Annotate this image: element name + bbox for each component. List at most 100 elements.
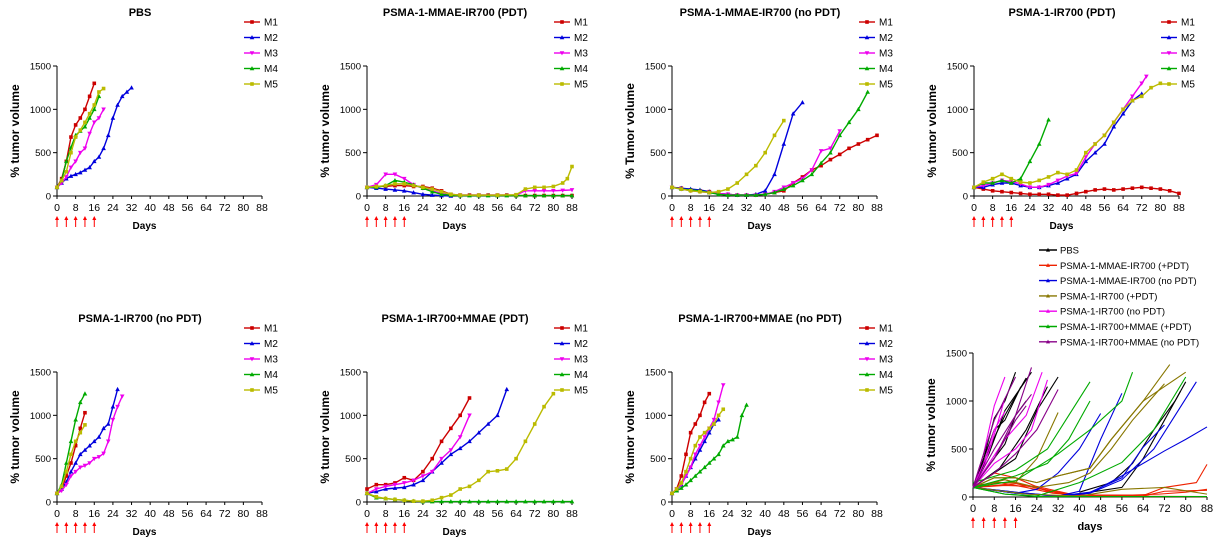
x-tick-label: 8 (73, 508, 79, 520)
data-point (551, 184, 556, 189)
x-tick-label: 48 (1095, 503, 1107, 515)
data-point (559, 51, 565, 56)
treatment-arrow-head (697, 216, 702, 220)
data-point (698, 413, 702, 418)
legend-label: M3 (574, 49, 588, 60)
y-tick-label: 0 (661, 192, 666, 203)
y-tick-label: 1500 (645, 62, 666, 73)
data-point (513, 499, 519, 504)
data-point (809, 171, 815, 177)
data-point (707, 190, 712, 195)
data-point (83, 120, 87, 125)
y-tick-label: 1000 (340, 105, 361, 116)
y-tick-label: 0 (963, 192, 968, 203)
data-point (383, 172, 388, 177)
data-point (720, 443, 726, 448)
data-point (73, 417, 78, 422)
data-point (697, 443, 703, 449)
data-point (105, 439, 111, 444)
data-point (485, 499, 491, 504)
x-tick-label: 48 (473, 508, 485, 520)
data-point (64, 474, 69, 478)
treatment-arrow-head (670, 522, 674, 526)
legend-item: M3 (244, 355, 278, 366)
data-point (476, 430, 482, 435)
data-point (69, 452, 73, 457)
data-point (560, 193, 565, 198)
series-m5 (365, 391, 556, 503)
data-point (1065, 193, 1069, 197)
y-axis-label: % tumor volume (924, 378, 938, 472)
legend-label: M2 (264, 33, 278, 44)
series-line (972, 383, 1165, 488)
x-axis-label: Days (133, 527, 157, 538)
chart-panel-ir700-mmae-pdt: PSMA-1-IR700+MMAE (PDT) 0 500 1000 1500 0 8 16… (310, 306, 610, 546)
data-point (1111, 188, 1116, 192)
x-axis-label: Days (133, 221, 157, 232)
data-point (101, 145, 106, 151)
data-point (702, 438, 707, 444)
x-tick-label: 0 (364, 202, 370, 214)
treatment-arrow-head (1002, 517, 1007, 521)
chart-svg: 0 500 1000 1500 0 8 16 24 32 40 48 56 64 72 80 88 Days % … (8, 18, 278, 233)
legend-marker (1046, 278, 1050, 283)
x-tick-label: 64 (200, 202, 212, 214)
data-point (698, 189, 702, 194)
series-line (972, 411, 1006, 488)
series-m1 (670, 133, 879, 197)
legend-label: PSMA-1-MMAE-IR700 (no PDT) (1060, 276, 1197, 287)
legend-item: M1 (859, 18, 893, 29)
data-point (77, 150, 83, 156)
data-point (83, 107, 87, 112)
legend-label: M2 (574, 339, 588, 350)
data-point (532, 499, 538, 504)
data-point (711, 456, 717, 461)
treatment-arrow-head (55, 522, 59, 526)
treatment-arrow-head (707, 522, 712, 526)
x-tick-label: 56 (797, 202, 809, 214)
data-point (828, 157, 833, 162)
data-point (439, 456, 444, 462)
x-tick-label: 16 (398, 202, 410, 214)
data-point (1074, 171, 1079, 176)
data-point (1167, 189, 1172, 193)
data-point (864, 35, 870, 40)
data-point (485, 421, 491, 426)
data-point (1056, 193, 1060, 197)
legend-label: M2 (264, 339, 278, 350)
data-point (430, 498, 435, 503)
legend-label: PBS (1060, 246, 1079, 257)
data-point (402, 498, 407, 503)
data-point (744, 402, 749, 407)
x-tick-label: 80 (238, 202, 250, 214)
treatment-arrow-head (670, 216, 674, 220)
legend-item: M5 (554, 80, 588, 91)
x-tick-label: 32 (126, 508, 138, 520)
legend-item: M5 (244, 80, 278, 91)
data-point (1000, 189, 1004, 194)
data-point (421, 499, 425, 503)
data-point (864, 66, 870, 71)
data-point (73, 460, 78, 465)
data-point (514, 456, 518, 461)
data-point (739, 412, 745, 418)
data-point (92, 103, 97, 107)
series-line (366, 186, 451, 197)
chart-title: PSMA-1-IR700 (PDT) (1008, 7, 1116, 19)
data-point (542, 185, 546, 190)
data-point (82, 463, 88, 468)
data-point (670, 491, 674, 496)
treatment-arrow-head (82, 522, 87, 526)
treatment-arrow-head (972, 216, 976, 220)
series-line (671, 130, 841, 196)
y-axis-label: % Tumor volume (623, 83, 637, 179)
data-point (1158, 187, 1163, 191)
data-point (865, 89, 870, 94)
y-axis-label: % tumor volume (318, 390, 332, 484)
data-point (392, 482, 398, 488)
data-point (772, 190, 777, 195)
data-point (532, 185, 537, 190)
x-tick-label: 8 (991, 503, 997, 515)
data-point (383, 496, 388, 501)
x-axis-label: Days (443, 221, 467, 232)
